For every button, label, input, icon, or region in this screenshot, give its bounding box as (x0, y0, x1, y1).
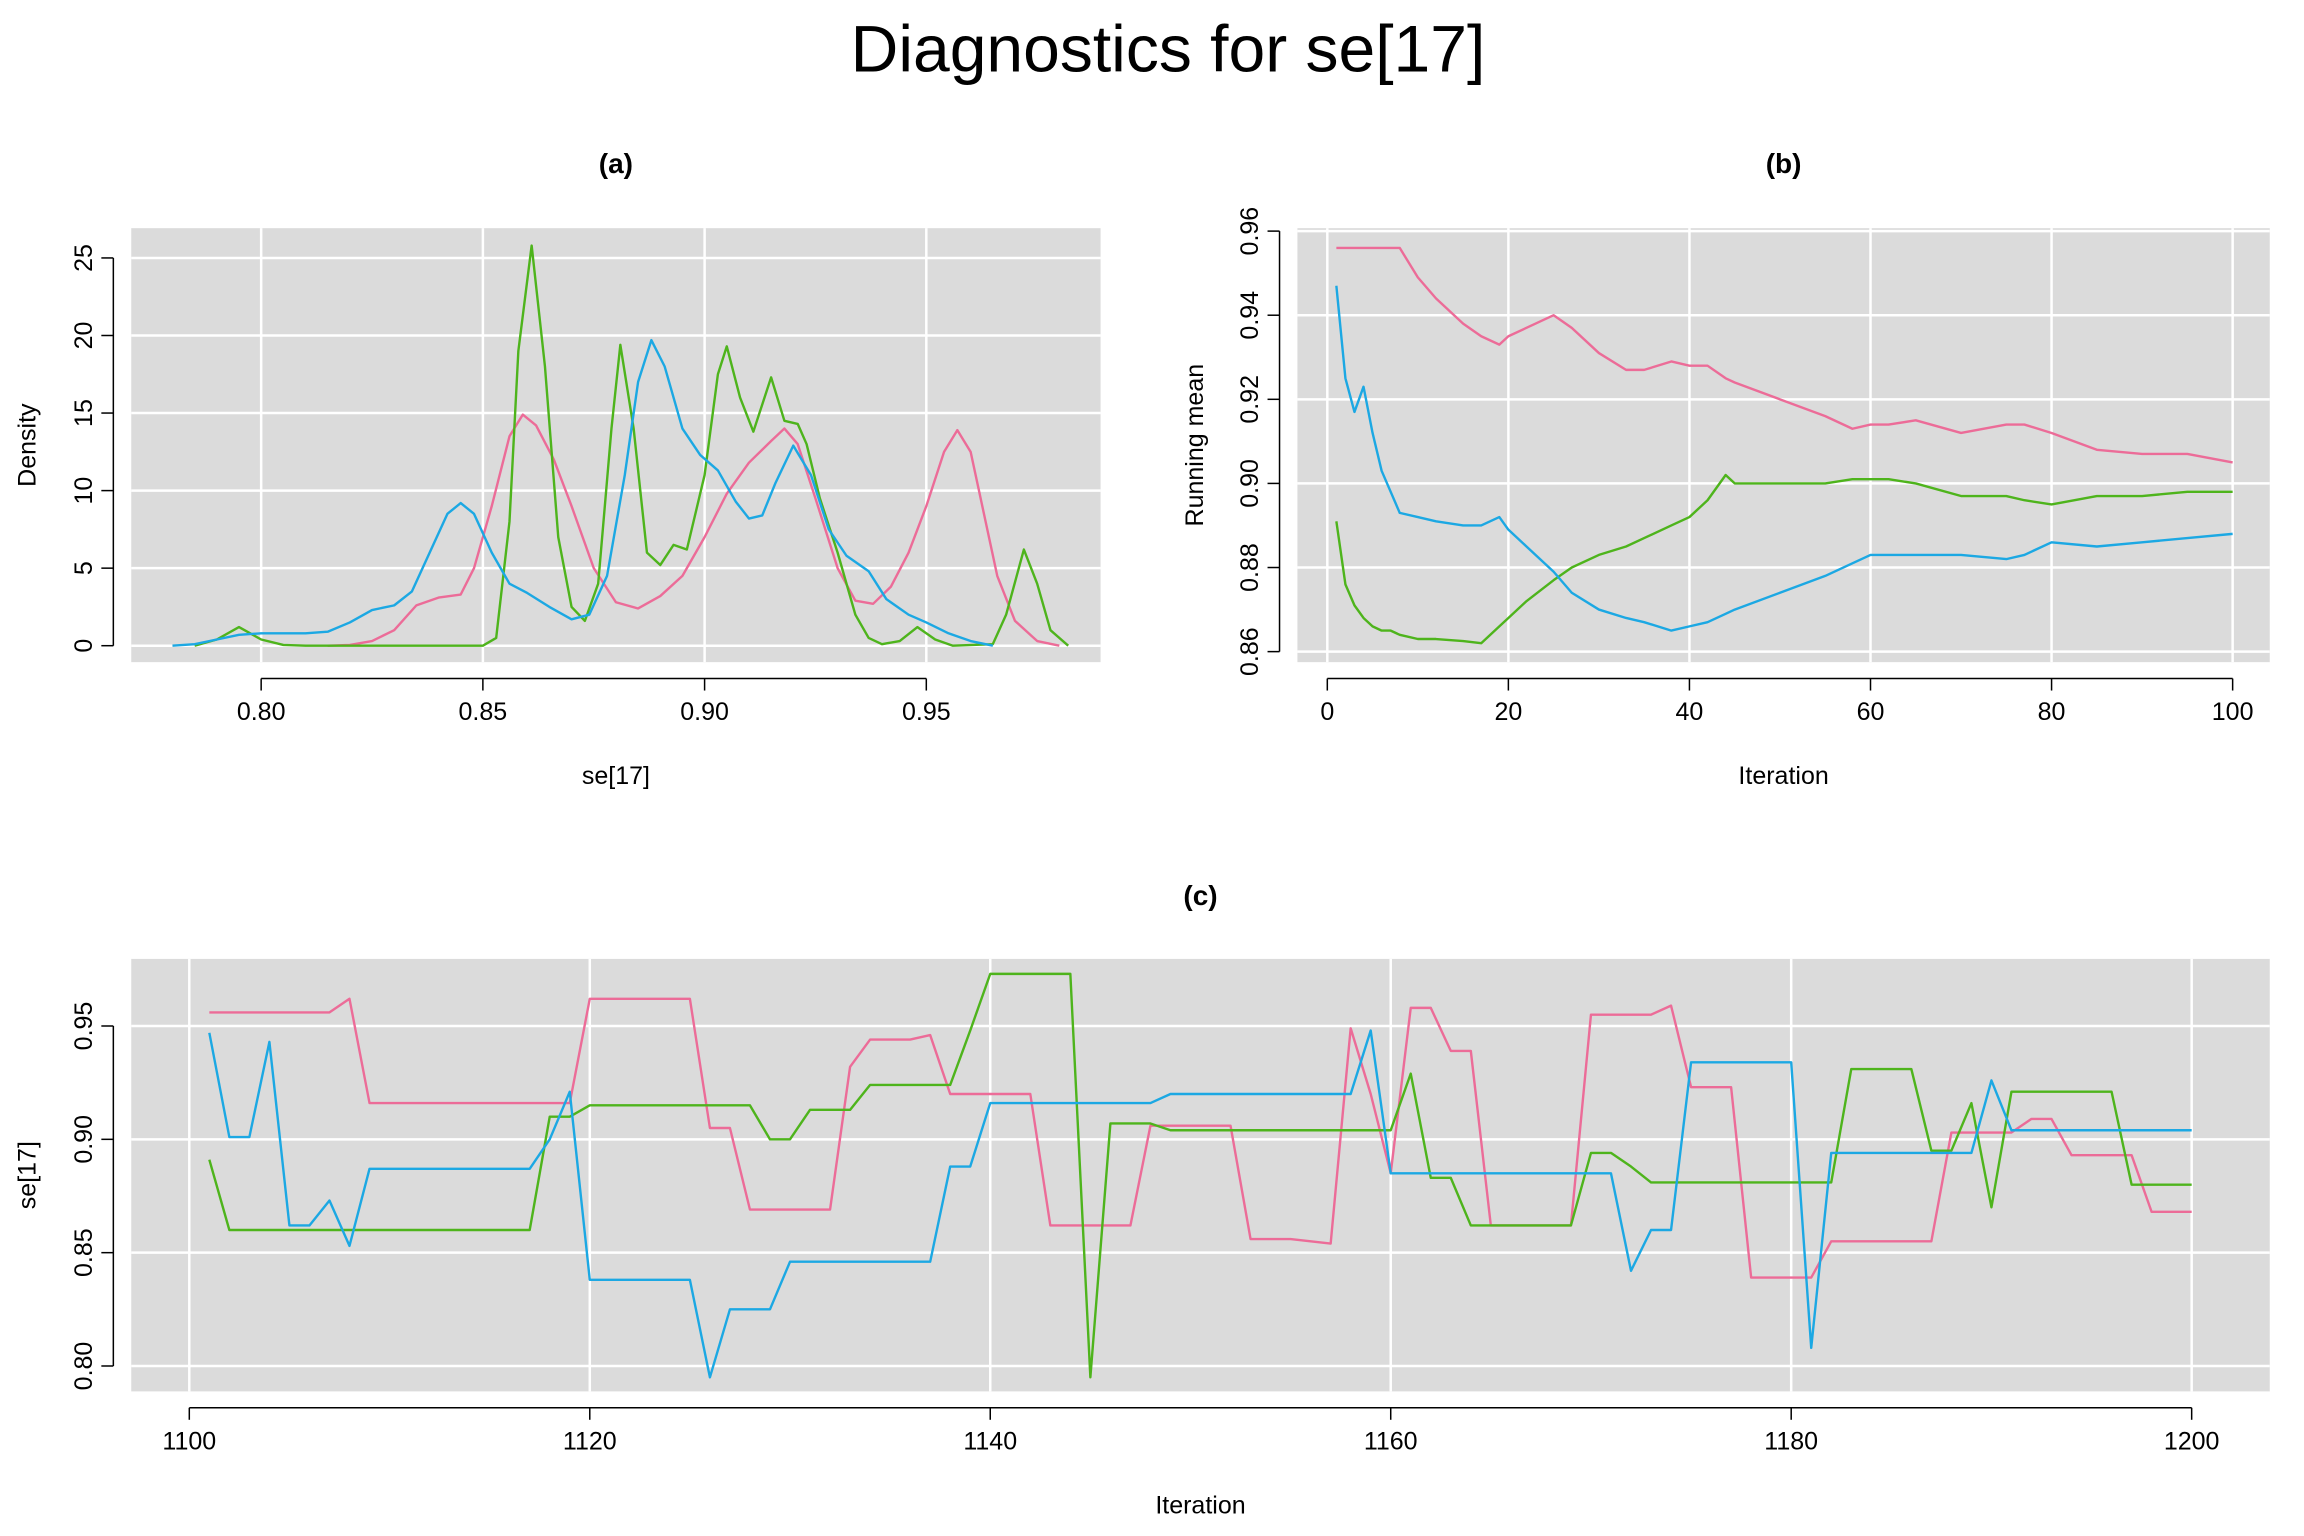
x-tick-label: 0.85 (459, 698, 508, 726)
y-axis-label: Density (13, 403, 41, 487)
panel-title: (b) (1766, 148, 1802, 179)
y-tick-label: 0.86 (1236, 627, 1264, 676)
plot-background (131, 958, 2270, 1392)
x-tick-label: 1100 (162, 1427, 216, 1455)
series-line (1336, 246, 2233, 464)
series-line (208, 972, 2192, 1379)
x-tick-label: 1180 (1764, 1427, 1818, 1455)
y-tick-label: 25 (70, 244, 98, 272)
y-tick-label: 0.90 (70, 1115, 98, 1164)
x-tick-label: 0.90 (680, 698, 729, 726)
x-axis-label: Iteration (1155, 1491, 1245, 1519)
y-tick-label: 0.88 (1236, 543, 1264, 592)
x-axis-label: se[17] (582, 762, 650, 790)
y-tick-label: 0.90 (1236, 459, 1264, 508)
y-axis-label: se[17] (13, 1141, 41, 1209)
plot-background (131, 228, 1101, 663)
x-tick-label: 40 (1676, 698, 1704, 726)
x-tick-label: 0.80 (237, 698, 286, 726)
x-tick-label: 0.95 (902, 698, 951, 726)
series-line (209, 997, 2192, 1279)
x-tick-label: 20 (1494, 698, 1522, 726)
x-tick-label: 1140 (963, 1427, 1017, 1455)
panel-title: (a) (599, 148, 633, 179)
plot-background (1297, 228, 2270, 663)
y-tick-label: 20 (70, 322, 98, 350)
x-tick-label: 0 (1320, 698, 1334, 726)
series-line (208, 1029, 2192, 1379)
y-tick-label: 0.80 (70, 1342, 98, 1391)
y-tick-label: 10 (70, 477, 98, 505)
y-tick-label: 0.96 (1236, 207, 1264, 256)
figure-title: Diagnostics for se[17] (851, 11, 1486, 85)
x-axis-label: Iteration (1738, 762, 1828, 790)
y-tick-label: 0.85 (70, 1228, 98, 1277)
y-tick-label: 15 (70, 399, 98, 427)
y-axis-label: Running mean (1181, 364, 1209, 527)
x-tick-label: 1120 (563, 1427, 617, 1455)
panel-title: (c) (1183, 880, 1217, 911)
series-line (1335, 473, 2233, 645)
x-tick-label: 80 (2038, 698, 2066, 726)
series-line (194, 244, 1069, 647)
y-tick-label: 0 (70, 639, 98, 653)
y-tick-label: 0.94 (1236, 291, 1264, 340)
x-tick-label: 60 (1857, 698, 1885, 726)
series-line (172, 338, 994, 647)
x-tick-label: 1160 (1364, 1427, 1418, 1455)
x-tick-label: 100 (2212, 698, 2254, 726)
series-line (1335, 285, 2233, 632)
y-tick-label: 0.92 (1236, 375, 1264, 424)
series-line (327, 413, 1060, 647)
x-tick-label: 1200 (2164, 1427, 2220, 1455)
y-tick-label: 5 (70, 561, 98, 575)
y-tick-label: 0.95 (70, 1002, 98, 1051)
